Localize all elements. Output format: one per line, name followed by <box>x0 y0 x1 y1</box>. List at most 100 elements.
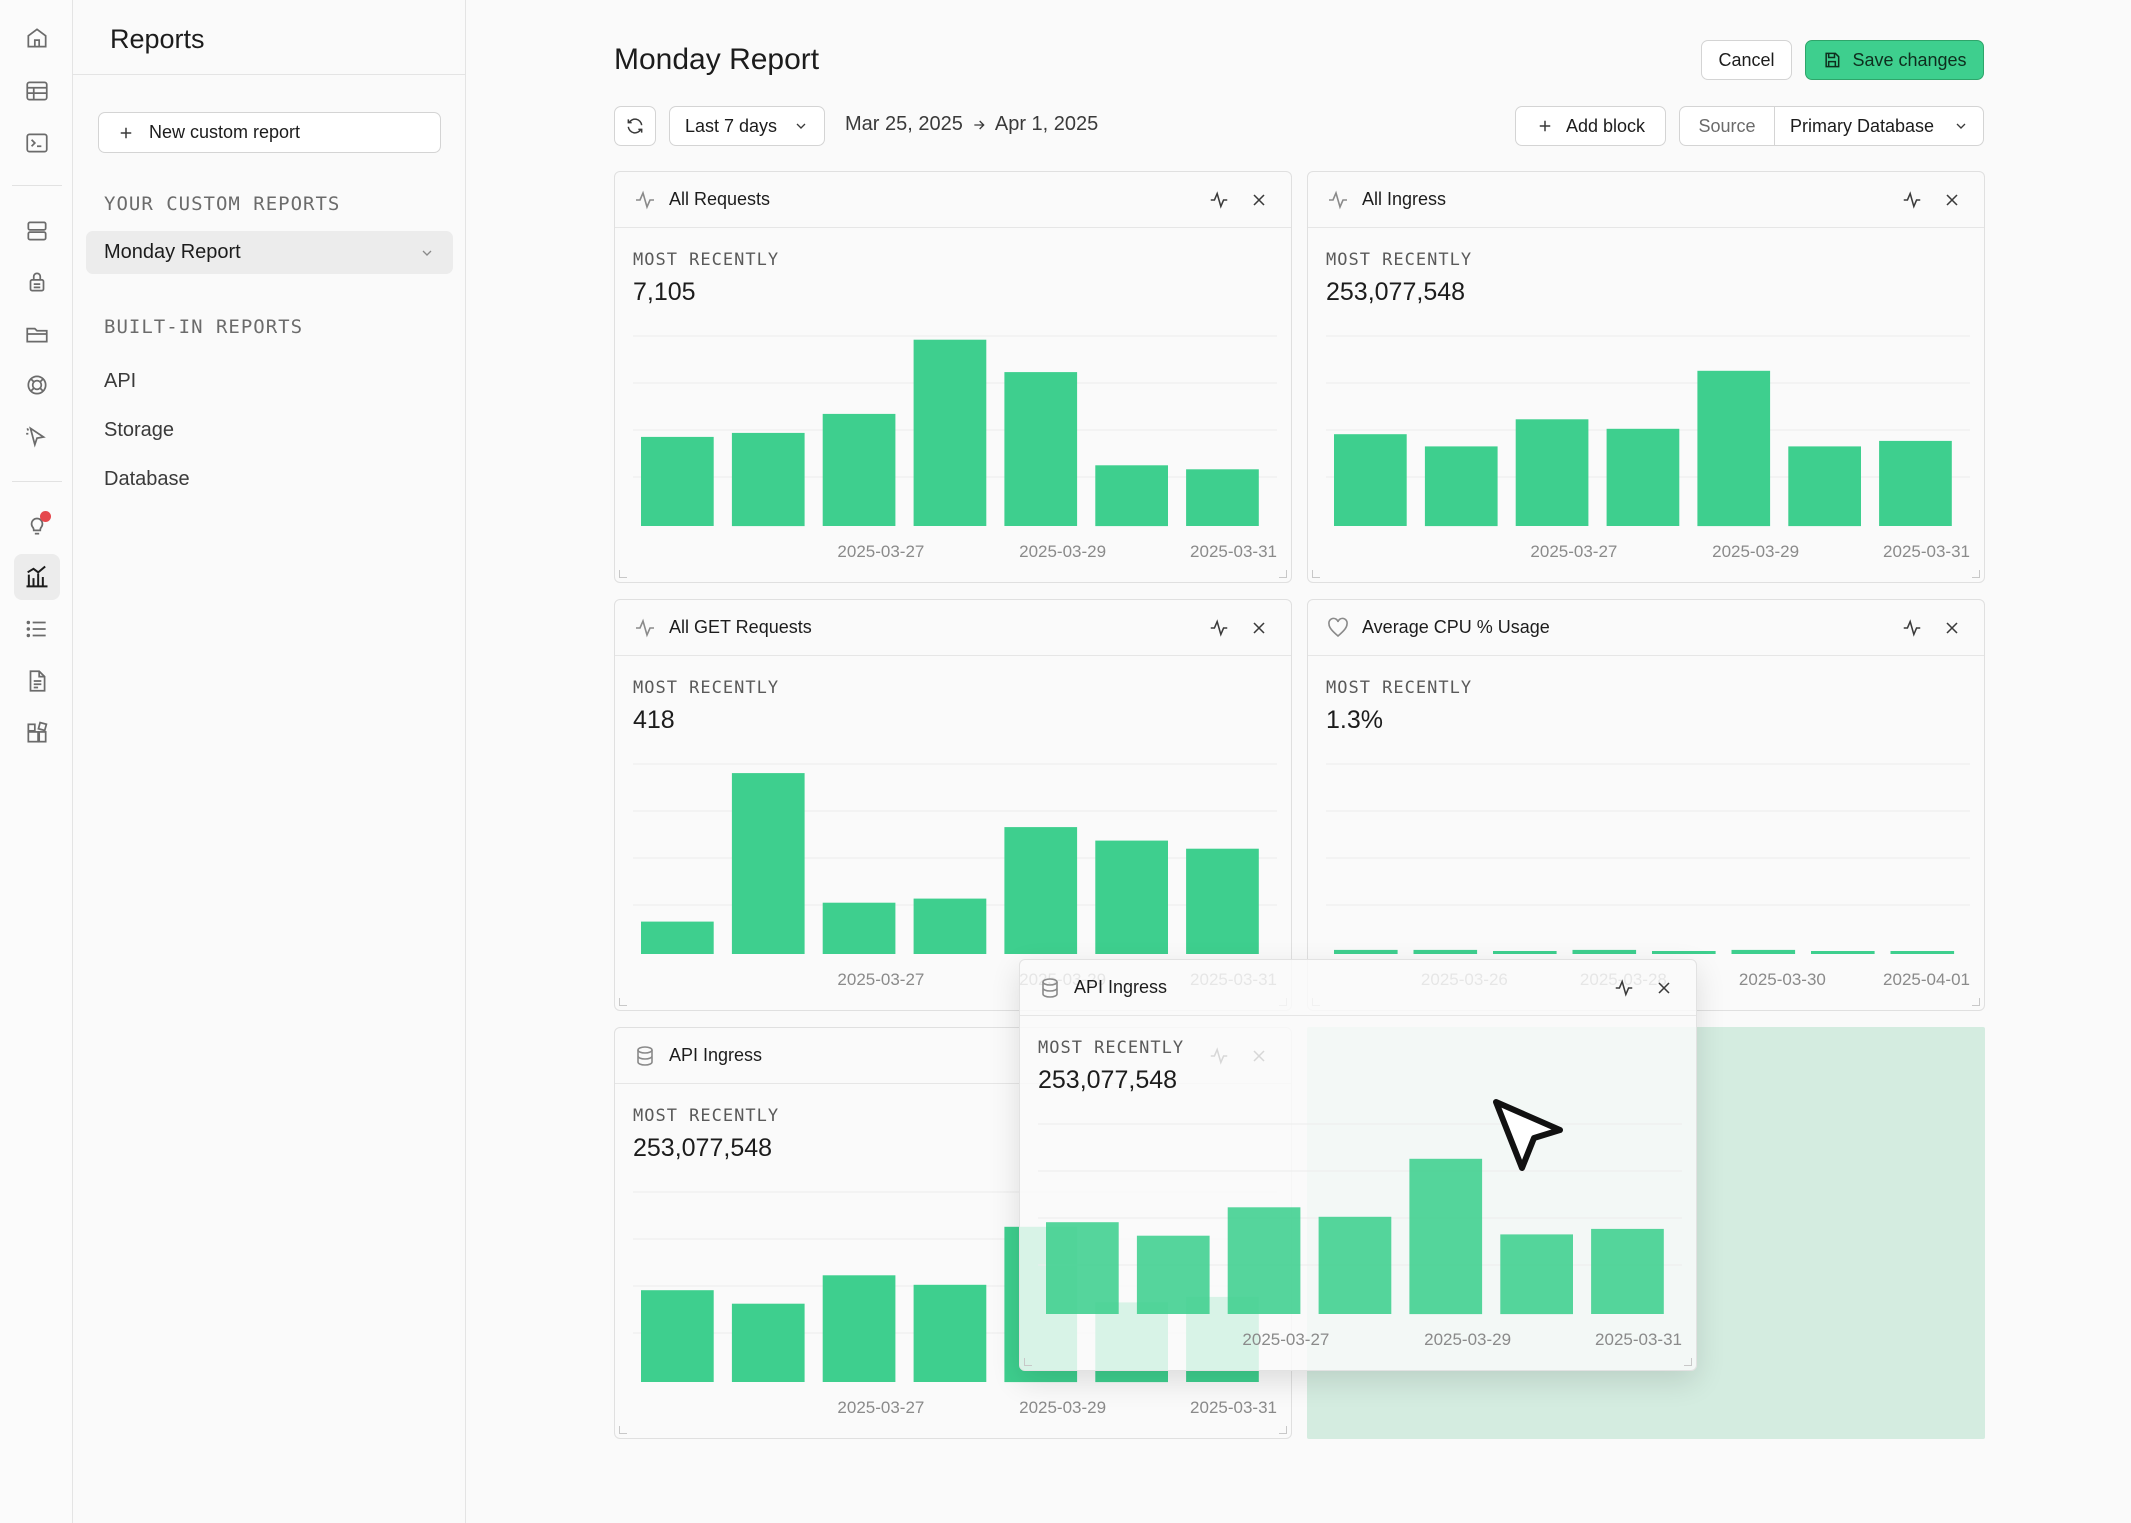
chart-bar[interactable] <box>1788 446 1861 527</box>
card-header[interactable]: All Ingress <box>1308 172 1984 228</box>
resize-handle[interactable] <box>1279 1426 1287 1434</box>
card-value: 253,077,548 <box>1326 278 1466 306</box>
card-header[interactable]: All GET Requests <box>615 600 1291 656</box>
resize-handle[interactable] <box>619 1426 627 1434</box>
new-custom-report-button[interactable]: New custom report <box>98 112 441 153</box>
chart-toggle-button[interactable] <box>1205 614 1233 642</box>
chart-bar[interactable] <box>1591 1228 1664 1314</box>
resize-handle[interactable] <box>1279 570 1287 578</box>
card-title: All GET Requests <box>669 617 812 637</box>
cancel-button[interactable]: Cancel <box>1701 40 1792 80</box>
auth-lock-icon[interactable] <box>14 259 60 305</box>
report-card-dragging[interactable]: API Ingress MOST RECENTLY 253,077,548 20… <box>1019 959 1697 1371</box>
resize-handle[interactable] <box>1972 570 1980 578</box>
table-editor-icon[interactable] <box>14 68 60 114</box>
chart-bar[interactable] <box>1186 469 1259 526</box>
resize-handle[interactable] <box>1312 570 1320 578</box>
chart-bar[interactable] <box>1811 951 1875 954</box>
chart-bar[interactable] <box>1879 440 1952 526</box>
chart-bar[interactable] <box>1227 1207 1301 1314</box>
refresh-button[interactable] <box>614 106 656 146</box>
menu-item-api[interactable]: API <box>104 370 137 392</box>
integrations-icon[interactable] <box>14 710 60 756</box>
date-range-select[interactable]: Last 7 days <box>669 106 825 146</box>
chart-toggle-button[interactable] <box>1898 614 1926 642</box>
chart-bar[interactable] <box>1413 949 1478 954</box>
edge-functions-icon[interactable] <box>14 414 60 460</box>
chart-bar[interactable] <box>731 432 805 527</box>
reports-icon[interactable] <box>14 554 60 600</box>
chart-bar[interactable] <box>731 773 805 954</box>
storage-icon[interactable] <box>14 311 60 357</box>
remove-block-button[interactable] <box>1650 974 1678 1002</box>
resize-handle[interactable] <box>1684 1358 1692 1366</box>
chart-bar[interactable] <box>1500 1234 1573 1315</box>
menu-item-monday-report[interactable]: Monday Report <box>86 231 453 274</box>
chart-bar[interactable] <box>1424 446 1498 527</box>
chart-toggle-button[interactable] <box>1898 186 1926 214</box>
chart-bar[interactable] <box>1652 951 1716 954</box>
report-card[interactable]: Average CPU % Usage MOST RECENTLY 1.3% 2… <box>1307 599 1985 1011</box>
card-header[interactable]: API Ingress <box>1020 960 1696 1016</box>
chart-bar[interactable] <box>913 898 987 954</box>
chart-bar[interactable] <box>1606 428 1680 526</box>
chart-bar[interactable] <box>731 1303 805 1382</box>
add-block-button[interactable]: Add block <box>1515 106 1666 146</box>
source-select[interactable]: Primary Database <box>1775 107 1983 145</box>
chart-bar[interactable] <box>1318 1216 1392 1314</box>
card-header[interactable]: All Requests <box>615 172 1291 228</box>
chart-bar[interactable] <box>822 413 896 526</box>
chart-bar[interactable] <box>1095 840 1168 954</box>
advisors-icon[interactable] <box>14 502 60 548</box>
chevron-down-icon[interactable] <box>419 245 435 261</box>
chart-bar[interactable] <box>641 436 714 526</box>
chart-bar[interactable] <box>1334 434 1407 526</box>
resize-handle[interactable] <box>1972 998 1980 1006</box>
chart-bar[interactable] <box>1334 949 1398 954</box>
chart-bar[interactable] <box>1572 949 1637 954</box>
home-icon[interactable] <box>14 15 60 61</box>
card-header[interactable]: Average CPU % Usage <box>1308 600 1984 656</box>
save-changes-button[interactable]: Save changes <box>1805 40 1984 80</box>
chart-bar[interactable] <box>1046 1222 1119 1314</box>
menu-item-storage[interactable]: Storage <box>104 419 175 441</box>
resize-handle[interactable] <box>619 998 627 1006</box>
chart-toggle-button[interactable] <box>1610 974 1638 1002</box>
sql-editor-icon[interactable] <box>14 120 60 166</box>
chart-bar[interactable] <box>1095 465 1168 527</box>
chart-bar[interactable] <box>641 921 714 954</box>
database-icon[interactable] <box>14 208 60 254</box>
remove-block-button[interactable] <box>1938 614 1966 642</box>
chart-bar[interactable] <box>1731 949 1796 954</box>
remove-block-button[interactable] <box>1938 186 1966 214</box>
report-card[interactable]: All GET Requests MOST RECENTLY 418 2025-… <box>614 599 1292 1011</box>
x-tick-label: 2025-03-31 <box>1190 1398 1277 1417</box>
chart-bar[interactable] <box>1890 951 1955 954</box>
report-card[interactable]: All Requests MOST RECENTLY 7,105 2025-03… <box>614 171 1292 583</box>
api-docs-icon[interactable] <box>14 658 60 704</box>
chart-bar[interactable] <box>1493 951 1557 954</box>
menu-item-database[interactable]: Database <box>104 468 190 490</box>
resize-handle[interactable] <box>1024 1358 1032 1366</box>
chart-bar[interactable] <box>1409 1158 1483 1315</box>
report-card[interactable]: All Ingress MOST RECENTLY 253,077,548 20… <box>1307 171 1985 583</box>
chart-bar[interactable] <box>641 1290 714 1382</box>
chart-bar[interactable] <box>1186 848 1259 954</box>
plus-icon <box>120 127 132 138</box>
logs-icon[interactable] <box>14 606 60 652</box>
chart-bar[interactable] <box>822 902 896 954</box>
chart-bar[interactable] <box>822 1275 896 1382</box>
chart-bar[interactable] <box>1515 419 1589 526</box>
remove-block-button[interactable] <box>1245 614 1273 642</box>
chart-bar[interactable] <box>913 1284 987 1382</box>
realtime-icon[interactable] <box>14 362 60 408</box>
activity-icon <box>1903 618 1921 637</box>
chart-bar[interactable] <box>913 339 987 526</box>
chart-bar[interactable] <box>1004 827 1078 954</box>
chart-bar[interactable] <box>1136 1235 1210 1314</box>
resize-handle[interactable] <box>619 570 627 578</box>
remove-block-button[interactable] <box>1245 186 1273 214</box>
chart-bar[interactable] <box>1697 370 1771 527</box>
chart-bar[interactable] <box>1004 372 1078 526</box>
chart-toggle-button[interactable] <box>1205 186 1233 214</box>
